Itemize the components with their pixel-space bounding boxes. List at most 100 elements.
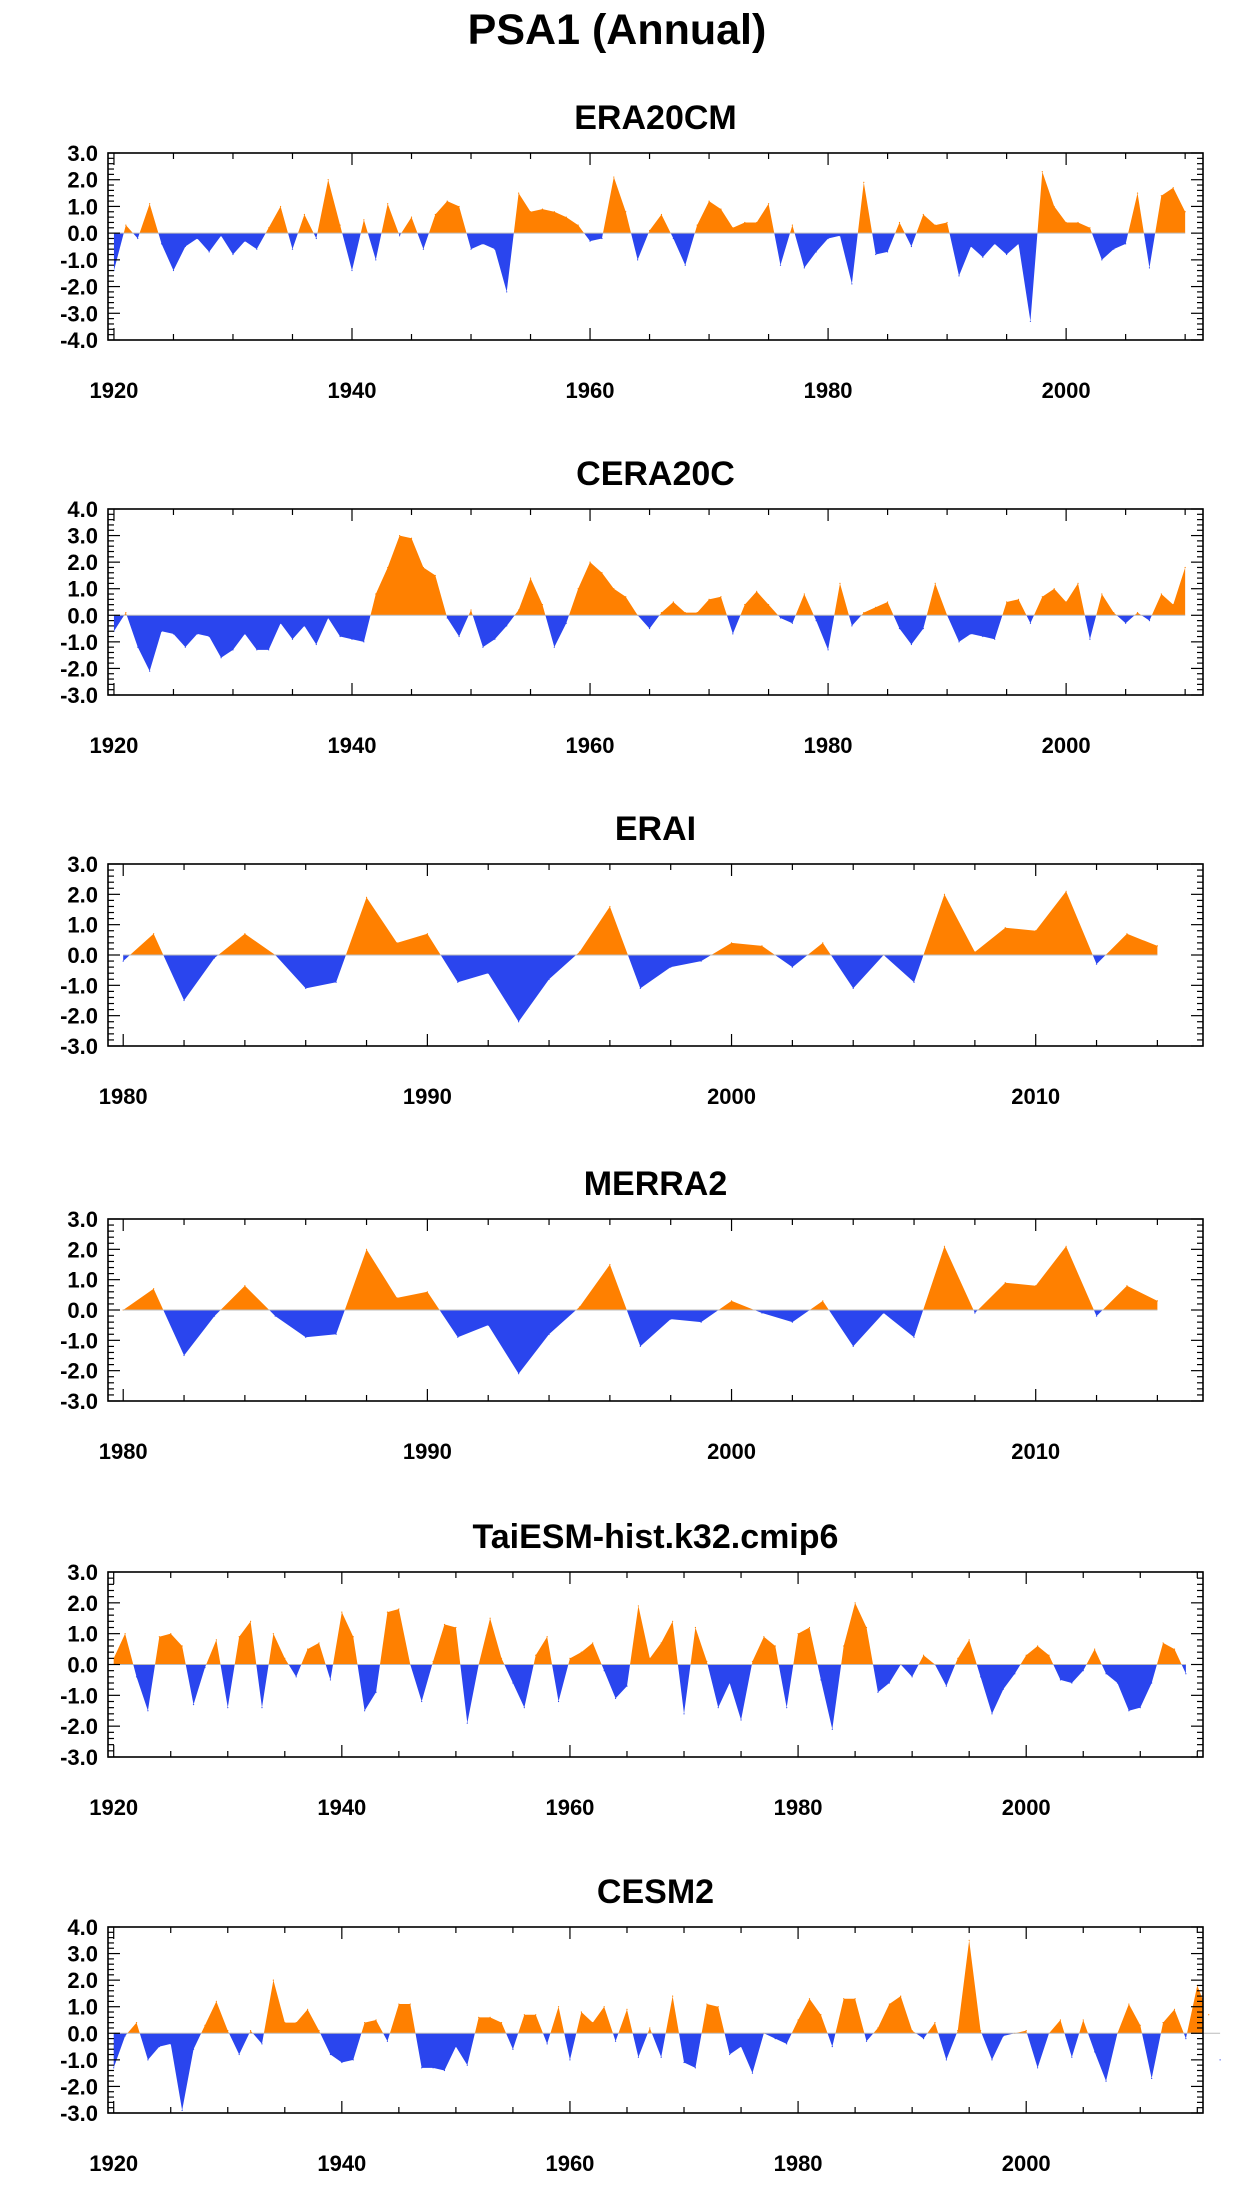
data-points	[113, 534, 1186, 672]
data-point	[637, 1605, 639, 1607]
y-axis: 3.02.01.00.0-1.0-2.0-3.0-4.0	[60, 141, 1203, 353]
data-point	[487, 972, 489, 974]
data-point	[639, 987, 641, 989]
data-point	[327, 179, 329, 181]
data-point	[751, 1660, 754, 1663]
data-point	[215, 2000, 217, 2002]
series-negative-area	[123, 955, 1158, 1022]
data-point	[291, 638, 294, 640]
x-tick-label: 1920	[89, 378, 138, 403]
data-point	[232, 253, 234, 256]
data-point	[934, 224, 936, 226]
data-point	[958, 275, 960, 277]
y-tick-label: -1.0	[60, 248, 98, 273]
data-point	[422, 566, 425, 569]
x-tick-label: 1980	[99, 1084, 148, 1109]
x-axis: 1920 1940 1960 1980 2000	[89, 153, 1186, 403]
data-point	[1162, 2022, 1164, 2024]
data-point	[1094, 2051, 1096, 2053]
data-point	[443, 1623, 446, 1626]
data-point	[432, 2067, 434, 2069]
data-point	[160, 243, 163, 245]
data-point	[553, 211, 555, 213]
y-tick-label: 2.0	[67, 1968, 98, 1993]
data-point	[1037, 2067, 1039, 2069]
data-point	[886, 601, 889, 603]
data-point	[1139, 1707, 1141, 1709]
data-point	[1059, 1679, 1062, 1681]
x-tick-label: 1980	[804, 733, 853, 758]
data-point	[315, 237, 317, 240]
data-point	[557, 2006, 560, 2008]
data-point	[991, 1713, 993, 1715]
data-point	[1105, 2080, 1107, 2082]
data-point	[213, 957, 216, 959]
data-point	[820, 1679, 822, 1681]
series-positive-area	[123, 1246, 1158, 1310]
x-tick-label: 1990	[403, 1084, 452, 1109]
data-point	[649, 1657, 651, 1659]
data-point	[1184, 566, 1186, 569]
data-points	[122, 1245, 1158, 1375]
data-point	[421, 1700, 423, 1703]
data-point	[1002, 2035, 1004, 2037]
data-points	[113, 1602, 1187, 1730]
data-point	[244, 933, 246, 935]
data-point	[1071, 1682, 1073, 1684]
data-point	[557, 1700, 560, 1703]
data-point	[466, 1722, 468, 1724]
data-point	[888, 2003, 890, 2005]
x-tick-label: 1920	[89, 2151, 138, 2176]
data-point	[991, 2059, 993, 2061]
data-point	[922, 2038, 925, 2040]
data-point	[153, 933, 155, 935]
data-point	[670, 966, 672, 968]
y-tick-label: 1.0	[67, 1268, 98, 1293]
x-tick-label: 2010	[1011, 1439, 1060, 1464]
data-point	[843, 1645, 845, 1647]
data-point	[208, 635, 210, 638]
y-tick-label: -2.0	[60, 656, 98, 681]
data-point	[1128, 2003, 1130, 2005]
data-point	[341, 2061, 343, 2064]
data-point	[364, 2022, 366, 2024]
panel-5: TaiESM-hist.k32.cmip6 3.0 2.0 1.0 0.0 -1.0 -2.…	[60, 1518, 1204, 1820]
data-point	[808, 1998, 811, 2000]
data-point	[541, 208, 544, 210]
data-point	[457, 1336, 459, 1338]
data-point	[684, 264, 686, 266]
data-point	[363, 641, 365, 643]
data-point	[535, 1654, 537, 1656]
y-tick-label: -2.0	[60, 1004, 98, 1029]
data-point	[886, 251, 889, 253]
data-point	[875, 253, 877, 256]
data-point	[637, 259, 639, 261]
data-point	[318, 1642, 320, 1644]
data-point	[375, 1691, 377, 1693]
data-point	[831, 2045, 833, 2048]
data-point	[740, 2045, 742, 2048]
x-tick-label: 1980	[804, 378, 853, 403]
data-point	[284, 2022, 286, 2024]
data-point	[822, 942, 824, 944]
data-point	[898, 627, 901, 630]
data-point	[375, 593, 377, 595]
panel-title: ERAI	[615, 810, 696, 848]
data-point	[1089, 227, 1091, 229]
data-point	[883, 1312, 885, 1314]
data-point	[426, 933, 428, 935]
data-point	[979, 1676, 982, 1678]
y-tick-label: -3.0	[60, 1389, 98, 1414]
series-positive-area	[124, 535, 1186, 616]
data-point	[994, 243, 996, 245]
panel-title: MERRA2	[584, 1165, 728, 1203]
data-point	[732, 227, 734, 229]
data-point	[213, 1315, 216, 1317]
data-point	[506, 625, 508, 627]
data-point	[455, 1626, 457, 1629]
data-point	[192, 1703, 195, 1706]
data-point	[135, 1676, 138, 1678]
data-point	[1101, 593, 1103, 595]
data-point	[1148, 267, 1151, 269]
